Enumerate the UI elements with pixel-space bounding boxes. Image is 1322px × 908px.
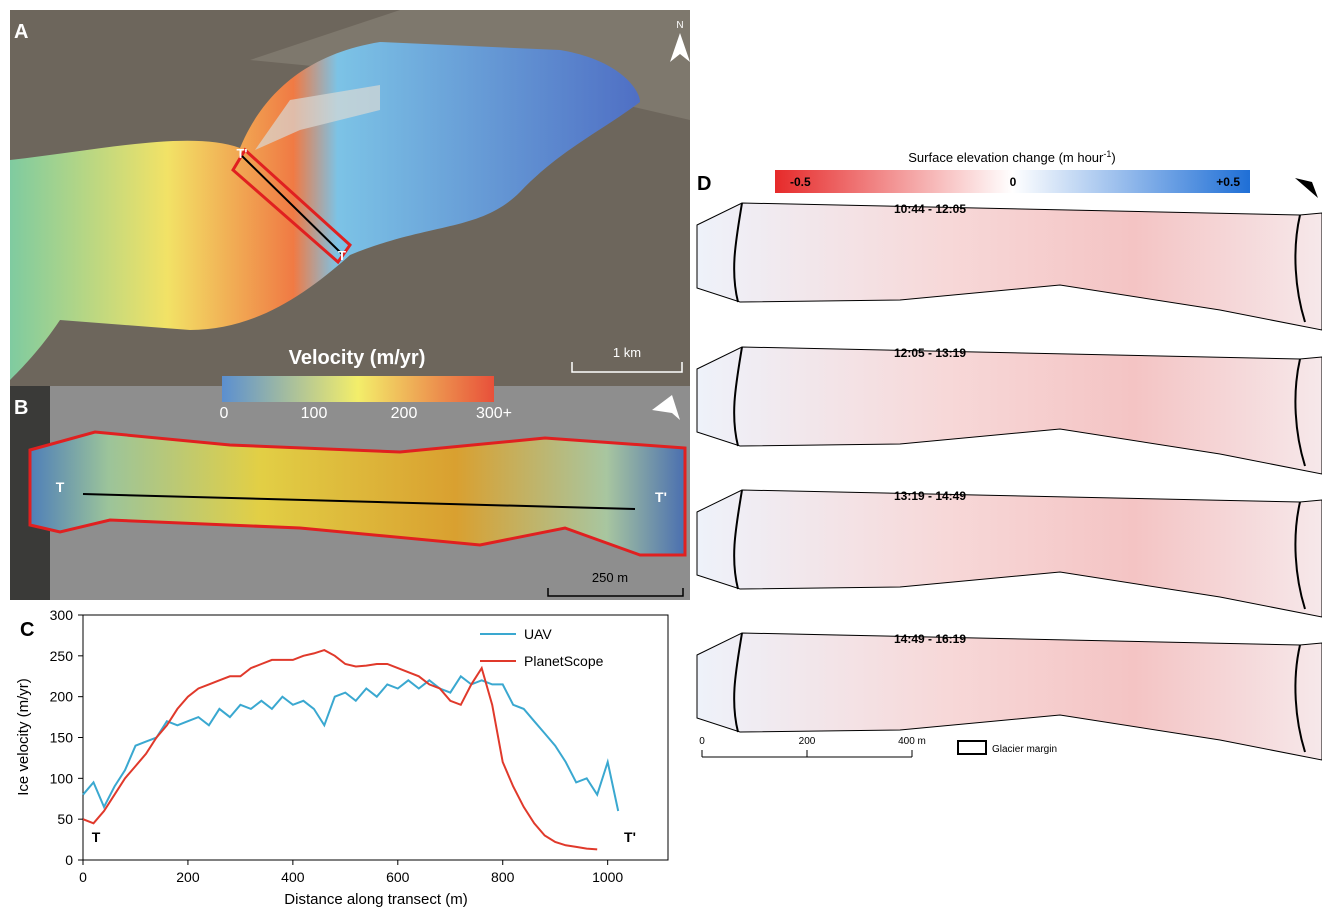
transect-end: T' xyxy=(236,146,247,161)
scale-label: 250 m xyxy=(592,570,628,585)
interval-label: 10:44 - 12:05 xyxy=(894,202,966,216)
north-label: N xyxy=(676,20,683,31)
colorbar-tick: 0 xyxy=(1010,175,1017,189)
scale-label: 400 m xyxy=(898,736,926,747)
x-tick-label: 0 xyxy=(79,869,87,885)
colorbar-tick: 0 xyxy=(220,405,229,422)
transect-end: T' xyxy=(655,489,667,505)
colorbar-title-end: ) xyxy=(1111,150,1115,165)
plot-frame xyxy=(83,615,668,860)
panel-d: D Surface elevation change (m hour-1) -0… xyxy=(697,149,1322,760)
colorbar-title: Velocity (m/yr) xyxy=(289,347,426,369)
legend-label: Glacier margin xyxy=(992,744,1057,755)
elevation-change-map xyxy=(697,347,1322,474)
colorbar-tick: 300+ xyxy=(476,405,512,422)
interval-label: 13:19 - 14:49 xyxy=(894,489,966,503)
figure: T' T A N 1 km Velocity (m/yr) T T' B 250… xyxy=(0,0,1322,908)
legend-swatch xyxy=(958,741,986,754)
panel-label: A xyxy=(14,21,28,43)
x-tick-label: 600 xyxy=(386,869,410,885)
elevation-change-map xyxy=(697,203,1322,330)
legend-label: PlanetScope xyxy=(524,653,604,669)
interval-label: 14:49 - 16:19 xyxy=(894,632,966,646)
x-tick-label: 1000 xyxy=(592,869,623,885)
series-line xyxy=(83,650,597,849)
colorbar-tick: +0.5 xyxy=(1216,175,1240,189)
scale-label: 200 xyxy=(799,736,816,747)
colorbar-tick: 100 xyxy=(301,405,328,422)
colorbar-title: Surface elevation change (m hour-1) xyxy=(908,149,1115,165)
panel-b: T T' B 250 m 0 100 200 300+ xyxy=(10,376,690,600)
panel-c: C Distance along transect (m) Ice veloci… xyxy=(15,607,668,908)
colorbar-title-sup: -1 xyxy=(1103,149,1111,159)
transect-start: T xyxy=(56,479,65,495)
x-tick-label: 800 xyxy=(491,869,515,885)
scale-bar: 0 200 400 m xyxy=(699,736,926,757)
y-tick-label: 150 xyxy=(50,730,74,746)
y-tick-label: 100 xyxy=(50,770,74,786)
y-tick-label: 300 xyxy=(50,607,74,623)
panel-label: D xyxy=(697,173,711,195)
x-axis-label: Distance along transect (m) xyxy=(284,891,467,908)
scale-label: 1 km xyxy=(613,345,641,360)
y-tick-label: 50 xyxy=(57,811,73,827)
transect-start: T xyxy=(338,248,346,263)
elevation-change-map xyxy=(697,633,1322,760)
colorbar-tick: -0.5 xyxy=(790,175,811,189)
x-tick-label: 400 xyxy=(281,869,305,885)
colorbar-title-text: Surface elevation change (m hour xyxy=(908,150,1104,165)
legend-label: UAV xyxy=(524,626,552,642)
panel-a: T' T A N 1 km Velocity (m/yr) xyxy=(10,10,690,386)
y-axis-label: Ice velocity (m/yr) xyxy=(15,678,32,796)
elevation-change-map xyxy=(697,490,1322,617)
interval-label: 12:05 - 13:19 xyxy=(894,346,966,360)
scale-label: 0 xyxy=(699,736,705,747)
x-tick-label: 200 xyxy=(176,869,200,885)
y-tick-label: 200 xyxy=(50,689,74,705)
colorbar xyxy=(222,376,494,402)
y-tick-label: 0 xyxy=(65,852,73,868)
annotation: T xyxy=(92,829,101,845)
annotation: T' xyxy=(624,829,636,845)
y-tick-label: 250 xyxy=(50,648,74,664)
north-arrow xyxy=(1295,178,1318,198)
panel-label: C xyxy=(20,619,34,641)
panel-label: B xyxy=(14,397,28,419)
colorbar-tick: 200 xyxy=(391,405,418,422)
series-line xyxy=(83,676,618,811)
